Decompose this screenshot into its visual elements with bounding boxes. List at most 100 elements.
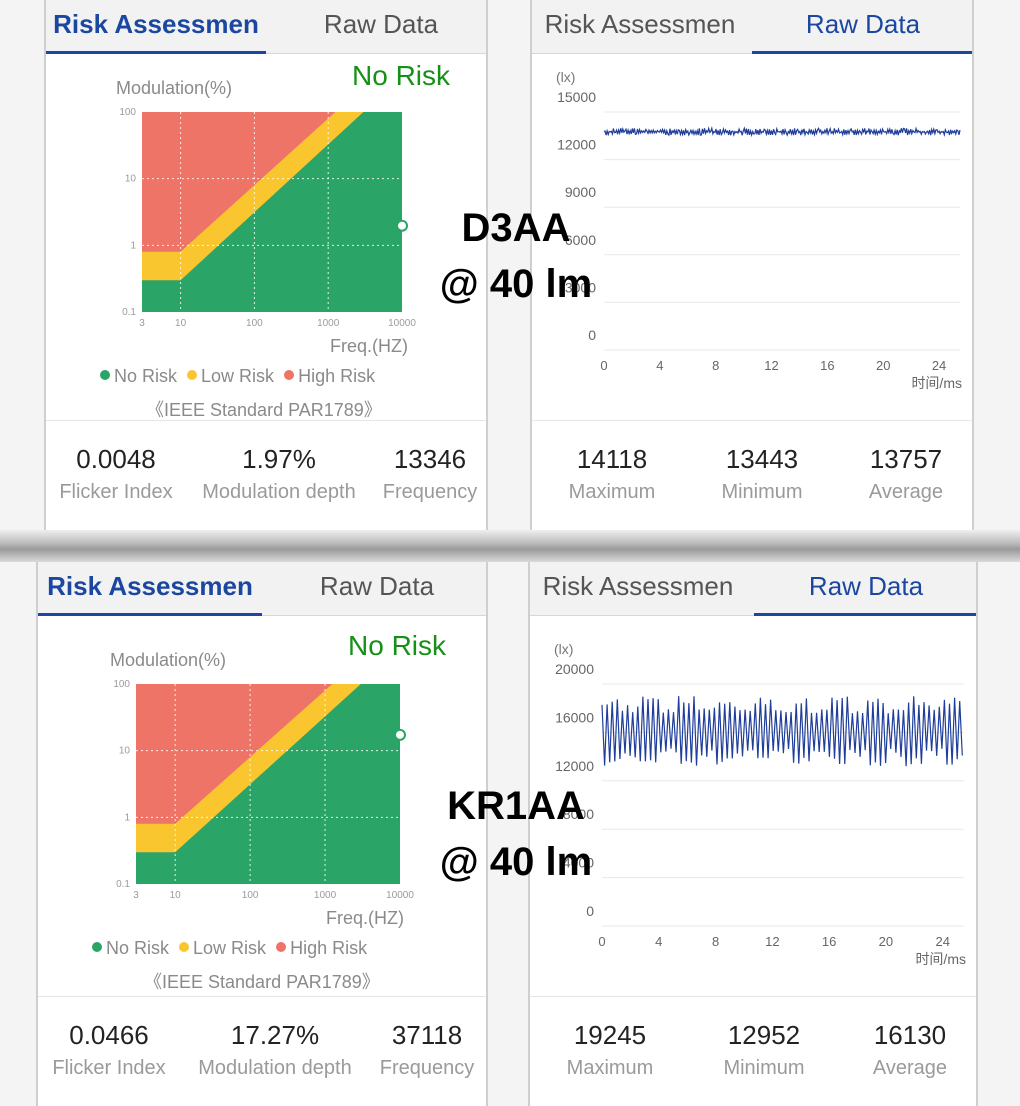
stat-label: Modulation depth (202, 481, 356, 503)
y-tick-label: 4000 (563, 855, 594, 871)
x-tick-label: 8 (712, 934, 719, 949)
x-tick-label: 100 (242, 890, 259, 901)
x-tick-label: 8 (712, 358, 719, 373)
stat-value: 17.27% (230, 1020, 320, 1050)
risk-chart-bottom: 3 10 100 1000 10000 100 10 1 0.1 (113, 679, 414, 901)
x-tick-label: 0 (598, 934, 605, 949)
x-tick-label: 3 (139, 318, 145, 329)
no-risk-region (136, 684, 400, 884)
y-unit-label: (lx) (556, 69, 575, 85)
no-risk-region (142, 112, 402, 312)
device-output: @ 40 lm (439, 262, 593, 306)
stat-value: 13443 (725, 444, 799, 474)
device-output: @ 40 lm (439, 840, 593, 884)
x-unit-label: 时间/ms (911, 375, 962, 390)
x-tick-label: 20 (879, 934, 893, 949)
stat-value: 0.0048 (76, 444, 156, 474)
legend-high-risk: High Risk (276, 938, 367, 958)
device-label-top: D3AA @ 40 lm (416, 200, 616, 312)
stat-label: Flicker Index (52, 1057, 166, 1079)
top-section: Risk Assessmen Raw Data No Risk Modulati… (0, 0, 1020, 530)
measurement-point (396, 219, 408, 232)
stat-label: Minimum (721, 481, 803, 503)
tab-risk-assessment[interactable]: Risk Assessmen (38, 562, 262, 616)
x-tick-label: 0 (600, 358, 607, 373)
x-tick-label: 10 (175, 318, 187, 329)
y-tick-label: 15000 (557, 89, 596, 105)
risk-panel-top: Risk Assessmen Raw Data No Risk Modulati… (44, 0, 488, 530)
x-tick-label: 4 (656, 358, 663, 373)
y-unit-label: (lx) (554, 641, 573, 657)
stat-label: Minimum (723, 1057, 805, 1079)
risk-legend: No Risk Low Risk High Risk (92, 938, 367, 959)
tab-raw-data[interactable]: Raw Data (319, 571, 435, 601)
measurement-point (394, 728, 406, 741)
x-tick-label: 16 (820, 358, 834, 373)
x-tick-label: 24 (935, 934, 949, 949)
stat-frequency: 37118 Frequency (372, 1020, 482, 1080)
stat-value: 13757 (869, 444, 943, 474)
y-tick-label: 9000 (565, 184, 596, 200)
tab-risk-assessment[interactable]: Risk Assessmen (544, 9, 736, 39)
x-tick-label: 1000 (317, 318, 340, 329)
tab-raw-data[interactable]: Raw Data (754, 562, 976, 616)
stat-modulation-depth: 17.27% Modulation depth (182, 1020, 368, 1080)
stat-value: 16130 (873, 1020, 947, 1050)
x-tick-label: 3 (133, 890, 139, 901)
y-tick-label: 10 (125, 174, 137, 185)
no-risk-dot-icon (100, 370, 110, 381)
y-tick-label: 100 (119, 107, 136, 118)
legend-no-risk: No Risk (92, 938, 169, 958)
tab-bar: Risk Assessmen Raw Data (530, 562, 976, 616)
y-tick-label: 1 (130, 240, 136, 251)
x-tick-label: 16 (822, 934, 836, 949)
raw-panel-bottom: Risk Assessmen Raw Data (lx) 20000 16000 12… (528, 562, 978, 1106)
section-divider (0, 530, 1020, 562)
stat-flicker-index: 0.0048 Flicker Index (50, 444, 182, 504)
y-tick-label: 8000 (563, 806, 594, 822)
risk-chart-top: 3 10 100 1000 10000 100 10 1 0.1 (119, 107, 416, 329)
y-tick-label: 10 (119, 746, 131, 757)
bottom-section: Risk Assessmen Raw Data No Risk Modulati… (0, 562, 1020, 1106)
stat-value: 19245 (573, 1020, 647, 1050)
tab-raw-data[interactable]: Raw Data (323, 9, 439, 39)
y-tick-label: 0 (586, 903, 594, 919)
tab-risk-assessment[interactable]: Risk Assessmen (542, 571, 734, 601)
stat-label: Average (868, 481, 944, 503)
no-risk-dot-icon (92, 942, 102, 953)
stat-label: Average (872, 1057, 948, 1079)
waveform-line (601, 696, 963, 767)
tab-bar: Risk Assessmen Raw Data (38, 562, 486, 616)
stat-value: 12952 (727, 1020, 801, 1050)
y-tick-label: 6000 (565, 232, 596, 248)
stat-label: Flicker Index (59, 481, 173, 503)
x-tick-label: 10000 (386, 890, 414, 901)
device-name: D3AA (461, 206, 571, 250)
stat-frequency: 13346 Frequency (376, 444, 484, 504)
x-tick-label: 100 (246, 318, 263, 329)
risk-result-label: No Risk (352, 60, 451, 91)
stat-label: Frequency (379, 1057, 475, 1079)
tab-raw-data[interactable]: Raw Data (752, 0, 972, 54)
legend-low-risk: Low Risk (179, 938, 266, 958)
stat-maximum: 19245 Maximum (548, 1020, 672, 1080)
tab-risk-assessment[interactable]: Risk Assessmen (46, 0, 266, 54)
x-tick-label: 10 (170, 890, 182, 901)
modulation-axis-title: Modulation(%) (116, 78, 233, 98)
risk-result-label: No Risk (348, 630, 447, 661)
y-tick-label: 0.1 (122, 307, 136, 318)
risk-panel-bottom: Risk Assessmen Raw Data No Risk Modulati… (36, 562, 488, 1106)
y-tick-label: 1 (124, 812, 130, 823)
standard-label: 《IEEE Standard PAR1789》 (146, 400, 382, 420)
low-risk-dot-icon (179, 942, 190, 953)
legend-no-risk: No Risk (100, 366, 177, 386)
y-tick-label: 3000 (565, 279, 596, 295)
stat-value: 14118 (576, 444, 648, 474)
stats-divider (46, 420, 486, 421)
raw-panel-top: Risk Assessmen Raw Data (lx) 15000 12000 90… (530, 0, 974, 530)
stats-divider (38, 996, 486, 997)
x-tick-label: 20 (876, 358, 890, 373)
stat-label: Maximum (568, 481, 656, 503)
low-risk-dot-icon (187, 370, 198, 381)
stat-minimum: 13443 Minimum (702, 444, 822, 504)
